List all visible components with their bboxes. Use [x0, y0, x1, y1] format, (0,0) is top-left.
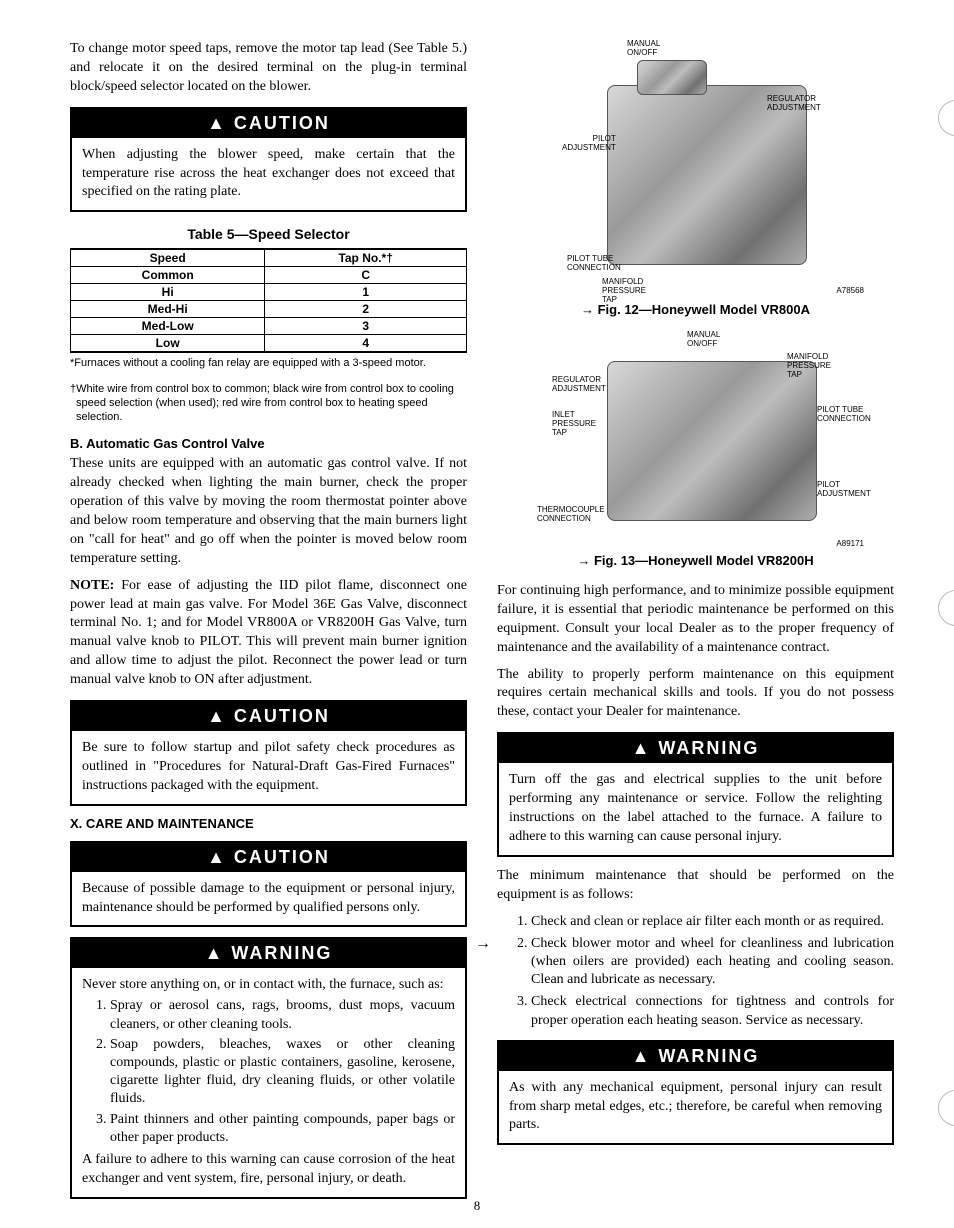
warning-item: Soap powders, bleaches, waxes or other c…: [110, 1036, 455, 1109]
maint-item: Check electrical connections for tightne…: [531, 993, 894, 1029]
table5: Speed Tap No.*† CommonC Hi1 Med-Hi2 Med-…: [70, 248, 467, 353]
maint-item: Check and clean or replace air filter ea…: [531, 913, 894, 931]
punch-hole-top: [938, 100, 954, 136]
cell: Med-Hi: [71, 301, 265, 318]
warning-item: Spray or aerosol cans, rags, brooms, dus…: [110, 997, 455, 1033]
section-b-head: B. Automatic Gas Control Valve: [70, 436, 467, 451]
caution-body: When adjusting the blower speed, make ce…: [72, 138, 465, 211]
fig13-code: A89171: [836, 540, 864, 549]
warning-body: Never store anything on, or in contact w…: [72, 968, 465, 1196]
left-column: To change motor speed taps, remove the m…: [70, 40, 467, 1209]
section-x-head: X. CARE AND MAINTENANCE: [70, 816, 467, 831]
fig12-label-manifold: MANIFOLD PRESSURE TAP: [602, 278, 646, 304]
fig12-box: MANUAL ON/OFF REGULATOR ADJUSTMENT PILOT…: [497, 40, 894, 300]
cell: Low: [71, 335, 265, 353]
punch-hole-mid: [938, 590, 954, 626]
fig13-caption: → Fig. 13—Honeywell Model VR8200H: [497, 553, 894, 568]
fig13-label-pilottube: PILOT TUBE CONNECTION: [817, 406, 871, 424]
fig13-label-pilotadj: PILOT ADJUSTMENT: [817, 481, 871, 499]
warning-intro: Never store anything on, or in contact w…: [82, 976, 455, 995]
fig13-label-thermo: THERMOCOUPLE CONNECTION: [537, 506, 605, 524]
valve-image-placeholder: [607, 361, 817, 521]
cell: 4: [265, 335, 467, 353]
valve-top: [637, 60, 707, 95]
warning-box-3: ▲ WARNING As with any mechanical equipme…: [497, 1040, 894, 1146]
cell: 2: [265, 301, 467, 318]
note-text: For ease of adjusting the IID pilot flam…: [70, 578, 467, 687]
fig12-label-manual: MANUAL ON/OFF: [627, 40, 660, 58]
fig13-label-inlet: INLET PRESSURE TAP: [552, 411, 596, 437]
fig12-code: A78568: [836, 287, 864, 296]
warning-box-1: ▲ WARNING Never store anything on, or in…: [70, 937, 467, 1198]
maintenance-list: Check and clean or replace air filter ea…: [497, 913, 894, 1030]
warning-box-2: ▲ WARNING Turn off the gas and electrica…: [497, 732, 894, 857]
caution-box-2: ▲ CAUTION Be sure to follow startup and …: [70, 700, 467, 806]
caution-header: ▲ CAUTION: [72, 702, 465, 731]
cell: Hi: [71, 284, 265, 301]
warning-item: Paint thinners and other painting compou…: [110, 1111, 455, 1147]
caution-header: ▲ CAUTION: [72, 109, 465, 138]
warning-body: Turn off the gas and electrical supplies…: [499, 763, 892, 855]
warning-tail: A failure to adhere to this warning can …: [82, 1151, 455, 1189]
caution-box-3: ▲ CAUTION Because of possible damage to …: [70, 841, 467, 928]
table5-body: CommonC Hi1 Med-Hi2 Med-Low3 Low4: [71, 267, 467, 353]
table5-h0: Speed: [71, 249, 265, 267]
warning-header: ▲ WARNING: [499, 1042, 892, 1071]
fig12-label-pilotadj: PILOT ADJUSTMENT: [562, 135, 616, 153]
cell: Common: [71, 267, 265, 284]
warning-list: Spray or aerosol cans, rags, brooms, dus…: [82, 997, 455, 1147]
fig13-box: MANUAL ON/OFF MANIFOLD PRESSURE TAP REGU…: [497, 331, 894, 551]
right-para2: The ability to properly perform maintena…: [497, 666, 894, 723]
caution-body: Because of possible damage to the equipm…: [72, 872, 465, 926]
table5-title: Table 5—Speed Selector: [70, 226, 467, 242]
section-b-para: These units are equipped with an automat…: [70, 455, 467, 568]
note-label: NOTE:: [70, 578, 114, 593]
min-maint-intro: The minimum maintenance that should be p…: [497, 867, 894, 905]
warning-header: ▲ WARNING: [499, 734, 892, 763]
caution-header: ▲ CAUTION: [72, 843, 465, 872]
fig13-label-regulator: REGULATOR ADJUSTMENT: [552, 376, 606, 394]
punch-hole-bot: [938, 1090, 954, 1126]
caution-body: Be sure to follow startup and pilot safe…: [72, 731, 465, 804]
fig12-label-regulator: REGULATOR ADJUSTMENT: [767, 95, 821, 113]
two-column-layout: To change motor speed taps, remove the m…: [70, 40, 894, 1209]
right-para1: For continuing high performance, and to …: [497, 582, 894, 658]
intro-paragraph: To change motor speed taps, remove the m…: [70, 40, 467, 97]
table5-footnote1: *Furnaces without a cooling fan relay ar…: [70, 357, 467, 371]
fig12-label-pilottube: PILOT TUBE CONNECTION: [567, 255, 621, 273]
table5-h1: Tap No.*†: [265, 249, 467, 267]
maint-item: Check blower motor and wheel for cleanli…: [531, 935, 894, 990]
right-column: MANUAL ON/OFF REGULATOR ADJUSTMENT PILOT…: [497, 40, 894, 1209]
page: To change motor speed taps, remove the m…: [0, 0, 954, 1228]
fig13-label-manual: MANUAL ON/OFF: [687, 331, 720, 349]
margin-arrow-3: →: [475, 935, 491, 953]
cell: Med-Low: [71, 318, 265, 335]
cell: 1: [265, 284, 467, 301]
cell: 3: [265, 318, 467, 335]
warning-body: As with any mechanical equipment, person…: [499, 1071, 892, 1144]
table5-footnote2: †White wire from control box to common; …: [70, 383, 467, 424]
fig12-caption: → Fig. 12—Honeywell Model VR800A: [497, 302, 894, 317]
cell: C: [265, 267, 467, 284]
fig13-label-manifold: MANIFOLD PRESSURE TAP: [787, 353, 831, 379]
warning-header: ▲ WARNING: [72, 939, 465, 968]
note-para: NOTE: For ease of adjusting the IID pilo…: [70, 577, 467, 690]
caution-box-1: ▲ CAUTION When adjusting the blower spee…: [70, 107, 467, 213]
page-number: 8: [0, 1198, 954, 1214]
